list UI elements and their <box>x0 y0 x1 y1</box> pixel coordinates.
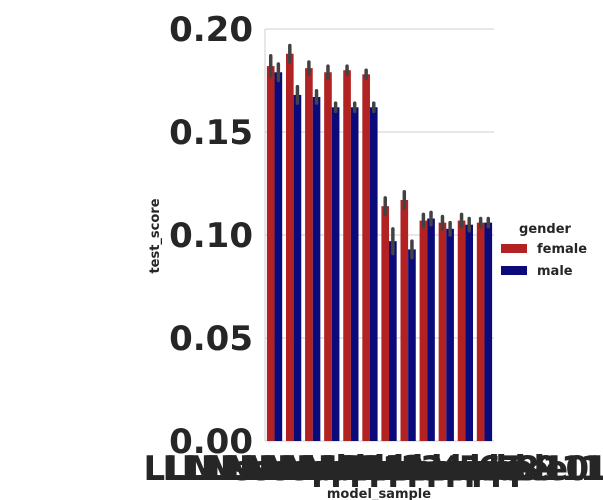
legend-title: gender <box>519 222 572 237</box>
x-tick-label: LLM sample 2 <box>163 449 425 489</box>
x-axis-label: model_sample <box>327 487 431 500</box>
bar-male-4 <box>331 107 340 441</box>
bar-female-1 <box>266 66 275 441</box>
bar-female-2 <box>285 53 294 441</box>
bar-female-9 <box>419 220 428 441</box>
y-tick-label: 0.10 <box>169 216 253 256</box>
bar-male-6 <box>369 107 378 441</box>
bar-male-9 <box>427 218 435 441</box>
y-tick-labels: 0.00 0.05 0.10 0.15 0.20 <box>169 10 253 462</box>
x-tick-label: LLM sample 5 <box>220 449 482 489</box>
y-axis-label: test_score <box>148 198 163 273</box>
bar-male-12 <box>484 222 493 441</box>
bar-female-10 <box>438 222 447 441</box>
legend-label-female: female <box>537 242 587 257</box>
bar-female-8 <box>400 199 409 441</box>
bar-female-11 <box>457 220 466 441</box>
bar-male-10 <box>446 228 454 441</box>
legend-label-male: male <box>537 264 573 279</box>
legend-swatch-male <box>501 266 527 275</box>
bar-male-2 <box>293 94 302 442</box>
x-tick-label: LLM sample 9 <box>296 449 558 489</box>
x-tick-label: LLM sample 7 <box>258 449 520 489</box>
y-tick-label: 0.00 <box>169 422 253 462</box>
bar-male-3 <box>312 96 321 441</box>
bar-male-8 <box>408 249 416 441</box>
grid-lines <box>264 28 494 442</box>
bar-female-3 <box>305 68 313 441</box>
legend-swatch-female <box>501 244 527 253</box>
bar-female-7 <box>381 206 390 441</box>
y-tick-label: 0.05 <box>169 319 253 359</box>
bar-female-4 <box>324 72 332 441</box>
y-tick-label: 0.20 <box>169 10 253 50</box>
x-tick-label: LLM sample 8 <box>277 449 539 489</box>
bar-male-7 <box>389 241 397 441</box>
bar-female-6 <box>362 74 370 441</box>
x-tick-label: LLM sample 1 <box>143 449 405 489</box>
x-tick-label: LLM sample 3 <box>182 449 444 489</box>
bars <box>266 53 493 442</box>
bar-male-5 <box>350 107 359 441</box>
bar-female-5 <box>343 70 351 441</box>
x-tick-label: LLM sample 12 <box>342 449 603 489</box>
legend: gender female male <box>501 222 587 279</box>
bar-male-1 <box>274 72 283 441</box>
y-tick-label: 0.15 <box>169 113 253 153</box>
x-tick-label: LLM sample 4 <box>201 449 463 489</box>
error-bars <box>268 43 491 260</box>
bar-female-12 <box>476 222 485 441</box>
x-tick-label: LLM sample 10 <box>303 449 589 489</box>
x-tick-label: LLM sample 11 <box>322 449 603 489</box>
x-tick-label: LLM sample 6 <box>239 449 501 489</box>
bar-male-11 <box>465 224 474 441</box>
